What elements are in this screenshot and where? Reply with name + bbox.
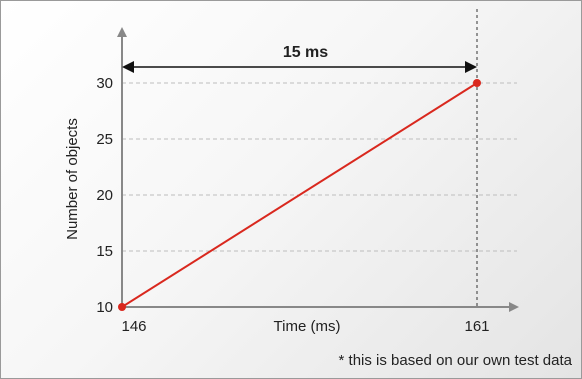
series-line-0	[121, 82, 478, 308]
y-tick-label-15: 15	[96, 243, 113, 260]
data-point-161	[473, 79, 481, 87]
y-tick-label-20: 20	[96, 187, 113, 204]
y-tick-labels: 10 15 20 25 30	[96, 75, 113, 316]
footnote: * this is based on our own test data	[339, 352, 573, 369]
y-tick-label-25: 25	[96, 131, 113, 148]
grid-lines	[122, 82, 517, 252]
series-layer	[118, 79, 481, 311]
y-tick-label-10: 10	[96, 299, 113, 316]
x-tick-label-146: 146	[121, 318, 146, 335]
x-tick-label-161: 161	[464, 318, 489, 335]
y-axis-title: Number of objects	[64, 118, 81, 240]
x-axis-title: Time (ms)	[274, 318, 341, 335]
duration-label: 15 ms	[283, 44, 328, 61]
data-point-146	[118, 303, 126, 311]
y-tick-label-30: 30	[96, 75, 113, 92]
x-tick-labels: 146 161	[121, 318, 489, 335]
